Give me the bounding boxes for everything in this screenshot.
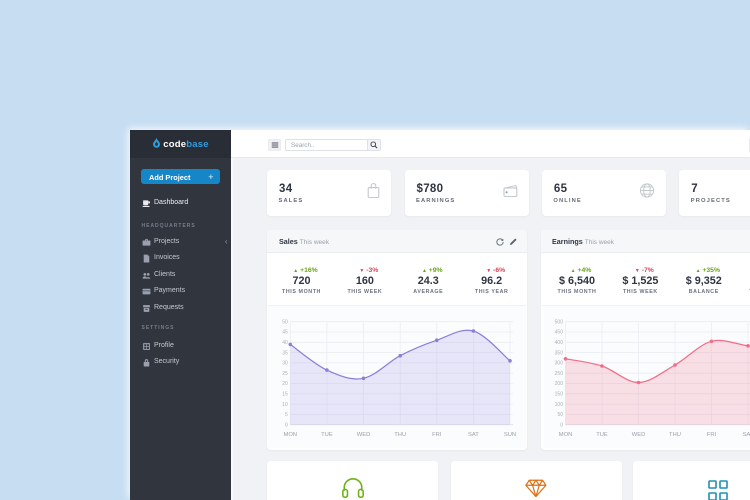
svg-text:100: 100 xyxy=(555,402,564,408)
svg-text:TUE: TUE xyxy=(596,432,608,438)
svg-text:SAT: SAT xyxy=(743,432,750,438)
svg-text:SUN: SUN xyxy=(504,432,516,438)
svg-text:400: 400 xyxy=(555,340,564,346)
svg-text:FRI: FRI xyxy=(707,432,717,438)
svg-text:SAT: SAT xyxy=(468,432,479,438)
svg-text:10: 10 xyxy=(282,402,288,408)
svg-text:0: 0 xyxy=(285,422,288,428)
svg-text:150: 150 xyxy=(555,392,564,398)
svg-text:500: 500 xyxy=(555,319,564,325)
svg-text:300: 300 xyxy=(555,361,564,367)
svg-text:25: 25 xyxy=(282,371,288,377)
svg-text:40: 40 xyxy=(282,340,288,346)
svg-text:350: 350 xyxy=(555,350,564,356)
svg-text:0: 0 xyxy=(560,422,563,428)
svg-text:50: 50 xyxy=(557,412,563,418)
svg-text:45: 45 xyxy=(282,330,288,336)
svg-text:MON: MON xyxy=(559,432,573,438)
svg-text:THU: THU xyxy=(669,432,681,438)
svg-text:15: 15 xyxy=(282,392,288,398)
svg-text:WED: WED xyxy=(632,432,646,438)
svg-text:250: 250 xyxy=(555,371,564,377)
svg-text:50: 50 xyxy=(282,319,288,325)
svg-text:450: 450 xyxy=(555,330,564,336)
svg-text:TUE: TUE xyxy=(321,432,333,438)
svg-text:35: 35 xyxy=(282,350,288,356)
svg-text:MON: MON xyxy=(284,432,298,438)
svg-text:20: 20 xyxy=(282,381,288,387)
svg-text:WED: WED xyxy=(357,432,371,438)
svg-text:200: 200 xyxy=(555,381,564,387)
svg-text:30: 30 xyxy=(282,361,288,367)
svg-text:5: 5 xyxy=(285,412,288,418)
svg-text:THU: THU xyxy=(394,432,406,438)
svg-text:FRI: FRI xyxy=(432,432,442,438)
